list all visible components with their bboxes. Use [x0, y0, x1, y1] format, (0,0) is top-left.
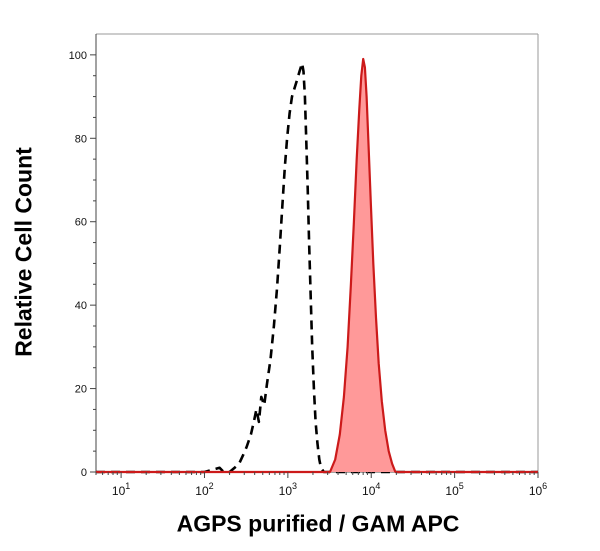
x-tick-label: 101	[112, 481, 130, 498]
series-layer	[96, 57, 538, 474]
x-tick-label: 106	[529, 481, 547, 498]
y-tick-label: 0	[81, 467, 87, 479]
x-tick-label: 104	[362, 481, 380, 498]
y-tick-label: 60	[75, 217, 87, 229]
axes	[95, 33, 539, 473]
series-1-area	[96, 59, 538, 472]
y-tick-label: 100	[69, 50, 87, 62]
series-1-line	[96, 57, 538, 474]
y-tick-label: 40	[75, 300, 87, 312]
x-axis-label: AGPS purified / GAM APC	[176, 510, 460, 537]
series-0-line	[96, 61, 538, 474]
ticks: 0 20 40 60 80 100 101 102 103 104 105 106	[69, 50, 548, 498]
x-tick-label: 105	[445, 481, 463, 498]
y-tick-label: 20	[75, 384, 87, 396]
x-tick-label: 102	[195, 481, 213, 498]
y-axis-label: Relative Cell Count	[10, 147, 37, 357]
x-tick-label: 103	[279, 481, 297, 498]
y-tick-label: 80	[75, 133, 87, 145]
